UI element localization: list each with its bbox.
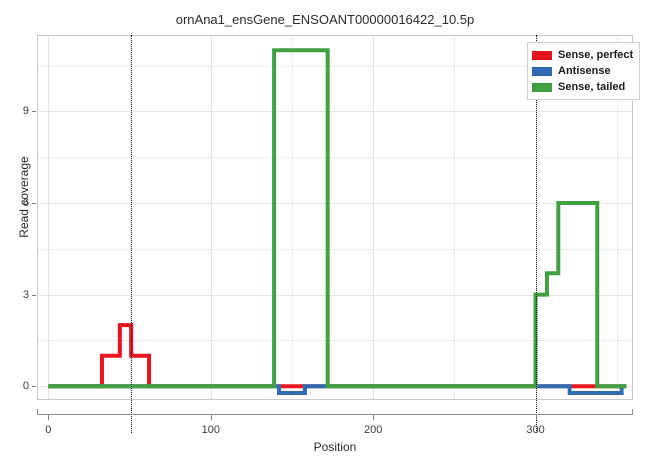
grid-line-vertical-minor bbox=[291, 36, 293, 399]
grid-line-horizontal-minor bbox=[38, 248, 632, 250]
y-tick-mark bbox=[32, 111, 36, 113]
grid-line-horizontal bbox=[38, 294, 632, 296]
x-tick-label: 200 bbox=[363, 424, 383, 436]
x-tick-label: 100 bbox=[201, 424, 220, 436]
legend-color-swatch bbox=[532, 82, 552, 92]
legend-label: Sense, perfect bbox=[558, 49, 634, 61]
x-axis-line bbox=[37, 414, 633, 415]
x-axis-cap-right bbox=[632, 409, 633, 415]
y-tick-mark bbox=[32, 294, 36, 296]
series-layer bbox=[48, 48, 627, 395]
grid-line-vertical bbox=[48, 36, 50, 399]
legend-color-swatch bbox=[532, 50, 552, 60]
grid-line-horizontal bbox=[38, 202, 632, 204]
legend-item: Sense, tailed bbox=[532, 79, 633, 95]
marker-line bbox=[535, 35, 537, 433]
grid-line-horizontal-minor bbox=[38, 340, 632, 342]
legend-label: Sense, tailed bbox=[558, 81, 626, 93]
y-tick-label: 6 bbox=[22, 196, 29, 209]
grid-line-horizontal-minor bbox=[38, 157, 632, 159]
legend-label: Antisense bbox=[558, 65, 611, 77]
y-tick-label: 0 bbox=[22, 380, 29, 393]
legend-item: Sense, perfect bbox=[532, 47, 633, 63]
grid-line-horizontal-minor bbox=[38, 65, 632, 67]
series-line-sense-tailed bbox=[48, 48, 627, 389]
x-axis-label: Position bbox=[313, 440, 357, 454]
marker-line bbox=[131, 35, 133, 433]
grid-line-vertical bbox=[373, 36, 375, 399]
grid-line-vertical bbox=[210, 36, 212, 399]
x-tick-mark bbox=[535, 414, 537, 420]
x-tick-mark bbox=[48, 414, 50, 420]
legend-color-swatch bbox=[532, 66, 552, 76]
chart-title: ornAna1_ensGene_ENSOANT00000016422_10.5p bbox=[175, 12, 475, 27]
grid-line-vertical-minor bbox=[454, 36, 456, 399]
legend-item: Antisense bbox=[532, 63, 633, 79]
grid-line-vertical-minor bbox=[129, 36, 131, 399]
legend: Sense, perfect Antisense Sense, tailed bbox=[527, 42, 641, 100]
y-tick-mark bbox=[32, 386, 36, 388]
grid-line-horizontal bbox=[38, 111, 632, 113]
x-tick-label: 300 bbox=[526, 424, 545, 436]
y-tick-label: 3 bbox=[22, 288, 29, 301]
x-tick-mark bbox=[373, 414, 375, 420]
x-axis-cap-left bbox=[37, 409, 38, 415]
y-tick-label: 9 bbox=[22, 105, 29, 118]
series-line-sense-perfect bbox=[48, 323, 627, 389]
x-tick-mark bbox=[210, 414, 212, 420]
y-tick-mark bbox=[32, 202, 36, 204]
y-axis-label: Read coverage bbox=[17, 156, 31, 238]
x-tick-label: 0 bbox=[45, 424, 52, 436]
grid-line-vertical-minor bbox=[616, 36, 618, 399]
